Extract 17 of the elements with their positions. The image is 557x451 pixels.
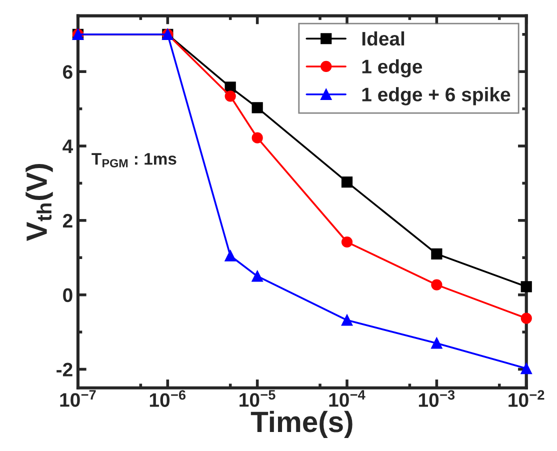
y-tick-label: -2 xyxy=(56,362,72,376)
legend-label: 1 edge + 6 spike xyxy=(362,87,510,106)
y-tick-label: 2 xyxy=(62,214,72,228)
x-axis-title: Time(s) xyxy=(250,410,352,438)
x-tick-label: 10$^{−3}$ xyxy=(418,390,455,407)
x-tick-label: 10$^{−5}$ xyxy=(240,390,276,407)
x-tick-label: 10$^{−4}$ xyxy=(329,390,366,407)
legend-label: 1 edge xyxy=(362,59,422,78)
y-tick-label: 4 xyxy=(62,140,74,154)
x-tick-label: 10$^{−6}$ xyxy=(150,390,186,407)
x-tick-label: 10$^{−7}$ xyxy=(60,390,96,407)
y-axis-title: V$_{th}$(V) xyxy=(26,164,53,241)
y-tick-label: 0 xyxy=(63,288,72,302)
x-tick-label: 10$^{−2}$ xyxy=(508,390,544,407)
legend-label: Ideal xyxy=(362,31,404,46)
y-tick-label: 6 xyxy=(63,65,72,79)
annotation: T$_{PGM}$ : 1ms xyxy=(92,153,176,168)
